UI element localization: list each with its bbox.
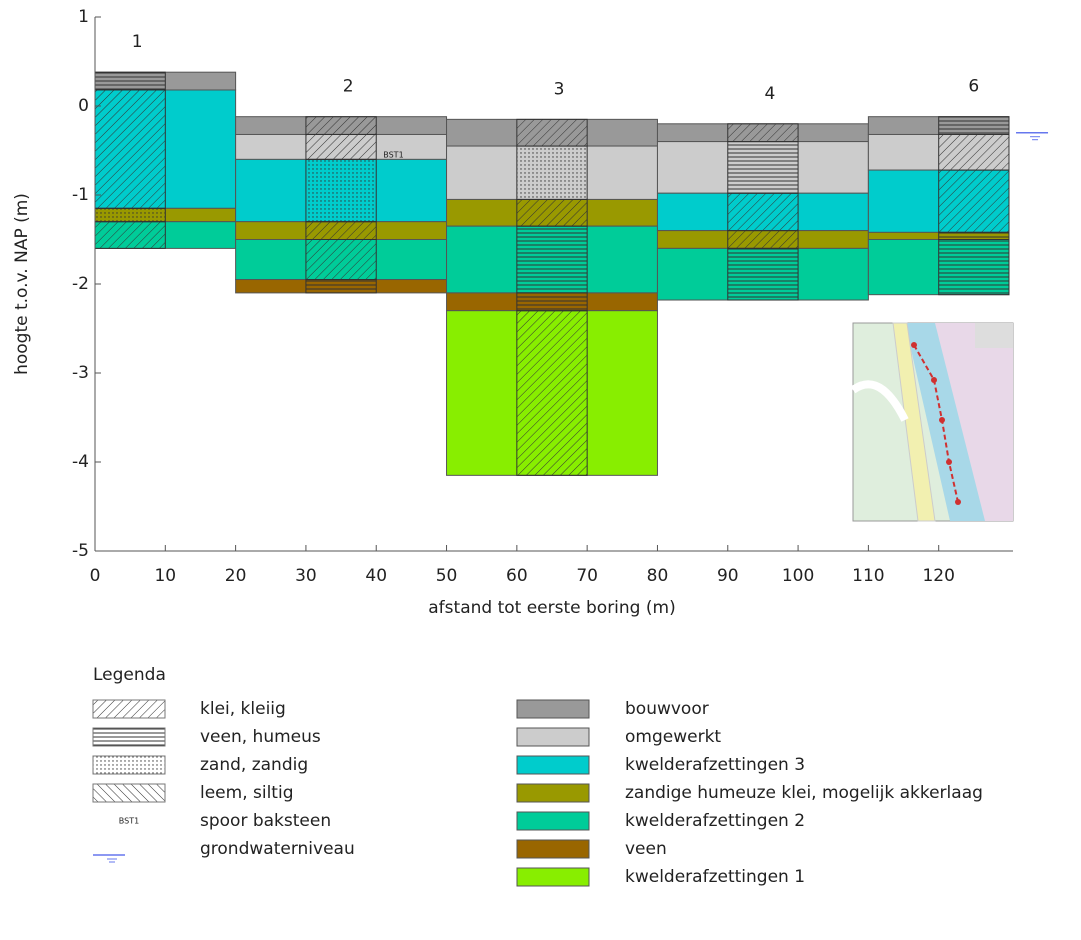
lithology [727, 141, 799, 194]
inset-point [939, 417, 945, 423]
legend-swatch [92, 783, 166, 803]
lithology [305, 221, 377, 240]
lithology [516, 145, 588, 200]
lithology [94, 221, 166, 249]
lithology [516, 198, 588, 227]
legend-swatch [92, 699, 166, 719]
legend-label: grondwaterniveau [200, 839, 355, 859]
y-axis-label: hoogte t.o.v. NAP (m) [12, 193, 32, 375]
lithology [938, 231, 1010, 241]
legend-swatch [92, 727, 166, 747]
legend-swatch [516, 699, 590, 719]
lithology [305, 133, 377, 160]
legend-label: leem, siltig [200, 783, 294, 803]
x-tick-label: 110 [852, 566, 884, 586]
inset-road [892, 322, 936, 522]
x-tick-label: 70 [576, 566, 598, 586]
borehole-label: 1 [132, 32, 143, 52]
y-tick-label: 0 [78, 96, 89, 116]
y-tick-label: 1 [78, 7, 89, 27]
lithology [305, 158, 377, 223]
lithology [94, 207, 166, 223]
plot-area: 1 2 3 4 6 [94, 32, 1010, 476]
x-axis-label: afstand tot eerste boring (m) [428, 598, 675, 618]
lithology [516, 225, 588, 294]
inset-point [911, 342, 917, 348]
legend-title: Legenda [93, 665, 166, 685]
y-tick-label: -1 [72, 185, 89, 205]
legend-label: klei, kleiig [200, 699, 286, 719]
borehole-label: 2 [343, 77, 354, 97]
inset-map [850, 322, 1014, 522]
lithology [516, 118, 588, 147]
lithology [516, 292, 588, 312]
inset-area [930, 323, 1013, 521]
y-tick-label: -4 [72, 452, 89, 472]
x-tick-label: 120 [922, 566, 954, 586]
y-tick-label: -2 [72, 274, 89, 294]
legend-symbol: BST1 [119, 817, 139, 826]
lithology [938, 239, 1010, 296]
lithology [305, 239, 377, 281]
y-tick-label: -3 [72, 363, 89, 383]
x-tick-label: 40 [365, 566, 387, 586]
lithology [727, 247, 799, 301]
x-tick-label: 90 [717, 566, 739, 586]
legend-label: omgewerkt [625, 727, 721, 747]
x-tick-label: 50 [436, 566, 458, 586]
lithology [938, 133, 1010, 171]
legend-label: veen [625, 839, 667, 859]
legend-swatch [516, 867, 590, 887]
lithology [727, 123, 799, 143]
inset-point [955, 499, 961, 505]
x-tick-label: 100 [782, 566, 814, 586]
legend-label: zandige humeuze klei, mogelijk akkerlaag [625, 783, 983, 803]
legend-swatch [92, 755, 166, 775]
inset-building [975, 323, 1013, 348]
y-tick-label: -5 [72, 541, 89, 561]
x-tick-label: 30 [295, 566, 317, 586]
inset-water [905, 323, 985, 521]
x-tick-label: 60 [506, 566, 528, 586]
x-tick-label: 0 [90, 566, 101, 586]
lithology [938, 116, 1010, 135]
legend-label: kwelderafzettingen 2 [625, 811, 805, 831]
borehole-label: 3 [554, 79, 565, 99]
legend-label: zand, zandig [200, 755, 308, 775]
inset-point [946, 459, 952, 465]
legend-label: bouwvoor [625, 699, 709, 719]
lithology [727, 192, 799, 232]
legend-label: veen, humeus [200, 727, 321, 747]
legend-label: kwelderafzettingen 1 [625, 867, 805, 887]
legend-swatch [516, 727, 590, 747]
x-tick-label: 80 [647, 566, 669, 586]
x-tick-label: 10 [154, 566, 176, 586]
legend-swatch [516, 839, 590, 859]
lithology [94, 89, 166, 209]
legend-label: kwelderafzettingen 3 [625, 755, 805, 775]
inset-path [850, 380, 909, 422]
legend-swatch [516, 755, 590, 775]
legend-swatch [516, 783, 590, 803]
borehole-label: 6 [968, 77, 979, 97]
x-tick-label: 20 [225, 566, 247, 586]
annotation: BST1 [383, 150, 403, 159]
lithology [516, 310, 588, 476]
lithology [727, 230, 799, 249]
lithology [938, 169, 1010, 233]
legend-label: spoor baksteen [200, 811, 331, 831]
inset-point [931, 377, 937, 383]
lithology [94, 71, 166, 91]
lithology [305, 279, 377, 294]
borehole-label: 4 [765, 84, 776, 104]
legend-swatch [516, 811, 590, 831]
lithology [305, 116, 377, 135]
